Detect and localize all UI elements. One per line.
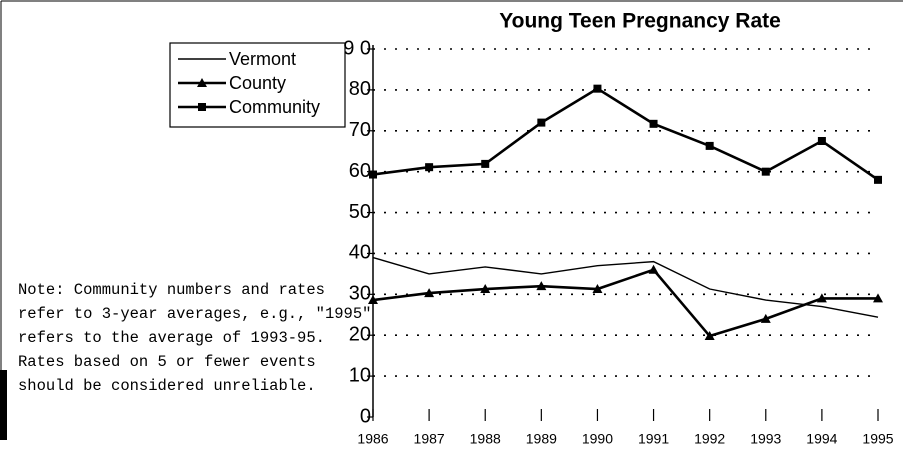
marker: [817, 137, 826, 145]
marker: [481, 159, 490, 168]
note-line: Rates based on 5 or fewer events: [18, 353, 316, 371]
note-line: Note: Community numbers and rates: [18, 281, 325, 299]
marker: [648, 264, 659, 274]
marker: [537, 118, 546, 127]
x-tick-label: 1995: [862, 431, 893, 447]
marker: [816, 293, 827, 303]
marker: [760, 313, 771, 323]
y-tick-label: 10: [349, 364, 371, 386]
legend-label: Community: [229, 97, 320, 117]
edge-bar: [0, 370, 7, 440]
y-tick-label: 9 0: [343, 37, 371, 59]
x-tick-label: 1988: [470, 431, 501, 447]
legend-marker: [197, 78, 207, 87]
marker: [705, 141, 714, 150]
marker: [536, 281, 547, 291]
y-tick-label: 30: [349, 283, 371, 305]
marker: [424, 288, 435, 298]
y-tick-label: 60: [349, 160, 371, 182]
marker: [425, 163, 434, 172]
y-tick-label: 50: [349, 201, 371, 223]
series-line: [372, 256, 879, 318]
x-tick-label: 1994: [806, 431, 837, 447]
chart-title: Young Teen Pregnancy Rate: [499, 10, 781, 33]
y-tick-label: 80: [349, 78, 371, 100]
x-tick-label: 1986: [357, 431, 388, 447]
y-tick-label: 0: [360, 405, 371, 427]
x-tick-label: 1992: [694, 431, 725, 447]
x-tick-label: 1993: [750, 431, 781, 447]
x-tick-label: 1991: [638, 431, 669, 447]
marker: [369, 170, 377, 179]
series-line: [372, 268, 878, 338]
marker: [873, 293, 883, 303]
marker: [649, 119, 658, 128]
note-line: refer to 3-year averages, e.g., "1995": [18, 305, 371, 323]
y-tick-label: 20: [349, 324, 371, 346]
series-line: [372, 87, 879, 181]
marker: [592, 284, 603, 294]
marker: [593, 84, 602, 93]
y-tick-label: 40: [349, 242, 371, 264]
legend-label: Vermont: [229, 49, 296, 69]
marker: [874, 175, 882, 184]
x-tick-label: 1990: [582, 431, 613, 447]
marker: [480, 284, 491, 294]
y-tick-label: 70: [349, 119, 371, 141]
x-tick-label: 1989: [526, 431, 557, 447]
marker: [704, 331, 715, 341]
x-tick-label: 1987: [414, 431, 445, 447]
marker: [368, 295, 378, 305]
note-line: refers to the average of 1993-95.: [18, 329, 325, 347]
legend-marker: [198, 103, 206, 111]
marker: [761, 167, 770, 176]
legend-label: County: [229, 73, 286, 93]
note-line: should be considered unreliable.: [18, 377, 316, 395]
